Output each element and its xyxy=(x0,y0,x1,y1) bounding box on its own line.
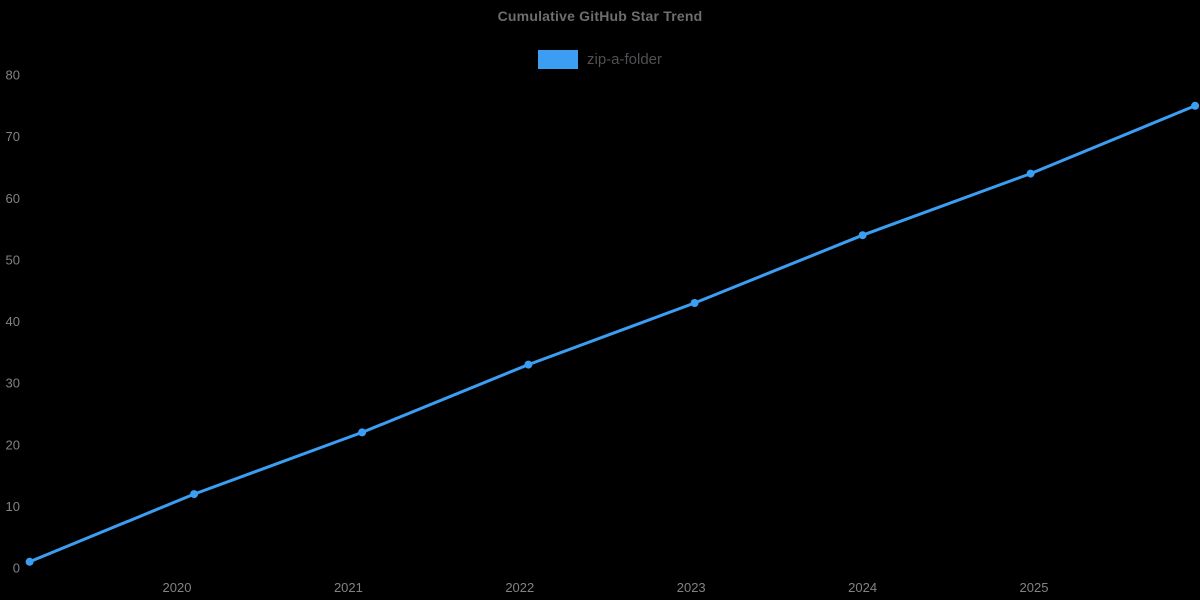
y-axis-tick-label: 50 xyxy=(6,252,20,267)
x-axis-tick-label: 2021 xyxy=(334,580,363,595)
data-point-marker[interactable] xyxy=(524,360,533,369)
legend-swatch xyxy=(537,49,578,69)
y-axis-tick-label: 20 xyxy=(6,437,20,452)
x-axis-tick-label: 2020 xyxy=(163,580,192,595)
y-axis-tick-label: 30 xyxy=(6,376,20,391)
y-axis-tick-label: 70 xyxy=(6,129,20,144)
y-axis-tick-label: 80 xyxy=(6,68,20,83)
y-axis-tick-label: 10 xyxy=(6,499,20,514)
trend-line xyxy=(28,104,1197,564)
x-axis-tick-label: 2025 xyxy=(1020,580,1049,595)
data-point-marker[interactable] xyxy=(1191,101,1200,110)
y-axis-tick-label: 0 xyxy=(13,561,20,576)
legend-label: zip-a-folder xyxy=(586,50,663,68)
data-point-marker[interactable] xyxy=(1026,169,1035,178)
data-point-marker[interactable] xyxy=(25,557,34,566)
legend-item[interactable]: zip-a-folder xyxy=(0,48,1200,70)
data-point-marker[interactable] xyxy=(690,299,699,307)
x-axis-tick-label: 2023 xyxy=(677,580,706,595)
x-axis-tick-label: 2024 xyxy=(848,580,877,595)
y-axis-tick-label: 40 xyxy=(6,314,20,329)
data-point-marker[interactable] xyxy=(858,231,867,240)
data-point-marker[interactable] xyxy=(190,490,199,499)
x-axis-tick-label: 2022 xyxy=(505,580,534,595)
data-point-marker[interactable] xyxy=(358,428,367,437)
chart-title: Cumulative GitHub Star Trend xyxy=(497,8,703,24)
y-axis-tick-label: 60 xyxy=(6,191,20,206)
